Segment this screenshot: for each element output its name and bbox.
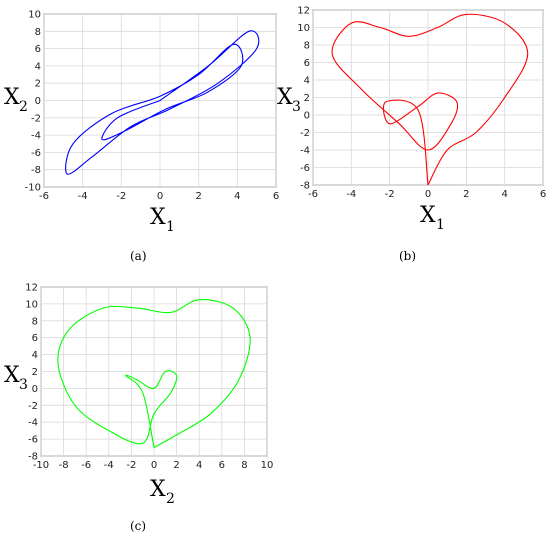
panel-a-ytick-label: -6 bbox=[31, 148, 41, 159]
panel-a-ytick-label: 2 bbox=[35, 79, 41, 90]
panel-c-xtick-label: 2 bbox=[173, 460, 179, 471]
panel-b-xtick-label: -2 bbox=[385, 189, 395, 200]
panel-a-ylabel: X bbox=[4, 85, 20, 110]
panel-b-ytick-label: 6 bbox=[304, 58, 310, 69]
panel-a-xlabel: X bbox=[150, 205, 166, 230]
panel-a-ytick-label: 6 bbox=[35, 44, 41, 55]
panel-c-grid bbox=[40, 286, 268, 457]
panel-c-xtick-label: -6 bbox=[81, 460, 91, 471]
panel-b-ytick-label: 10 bbox=[297, 23, 310, 34]
panel-c-xlabel: X bbox=[150, 477, 166, 502]
panel-c-xtick-label: 4 bbox=[196, 460, 202, 471]
panel-c-trajectory bbox=[57, 299, 251, 449]
panel-a-curves bbox=[65, 30, 260, 175]
panel-c-xtick-label: -10 bbox=[33, 460, 49, 471]
panel-b-xtick-label: -6 bbox=[308, 189, 318, 200]
panel-c-xtick-label: 6 bbox=[219, 460, 225, 471]
panel-c-ytick-label: -4 bbox=[28, 418, 38, 429]
panel-c-xlabel-sub: 2 bbox=[166, 491, 175, 507]
panel-a-xtick-label: -2 bbox=[116, 191, 126, 202]
panel-c-ytick-label: -6 bbox=[28, 435, 38, 446]
panel-b-ylabel-sub: 3 bbox=[292, 99, 301, 115]
panel-b-xtick-label: 4 bbox=[501, 189, 507, 200]
panel-c-ylabel-sub: 3 bbox=[19, 377, 28, 393]
panel-a-xtick-label: -6 bbox=[39, 191, 49, 202]
panel-b-ytick-label: -4 bbox=[300, 146, 310, 157]
panel-a-caption: (a) bbox=[130, 249, 147, 263]
panel-c-ytick-label: 12 bbox=[25, 283, 38, 294]
panel-c-xtick-label: 0 bbox=[151, 460, 157, 471]
panel-a-ytick-label: 10 bbox=[28, 10, 41, 21]
panel-a-ytick-label: -4 bbox=[31, 131, 41, 142]
panel-a-xtick-label: 6 bbox=[273, 191, 279, 202]
panel-b-ytick-label: -8 bbox=[300, 181, 310, 192]
panel-b-curves bbox=[331, 13, 529, 186]
panel-a-ytick-label: 0 bbox=[35, 96, 41, 107]
panel-a-ytick-label: 4 bbox=[35, 61, 41, 72]
panel-a-ytick-label: -10 bbox=[25, 183, 41, 194]
panel-c-ytick-label: 10 bbox=[25, 299, 38, 310]
panel-b-xtick-label: -4 bbox=[346, 189, 356, 200]
panel-c-curves bbox=[57, 299, 251, 449]
panel-a-grid bbox=[43, 13, 277, 188]
panel-a-xlabel-sub: 1 bbox=[166, 219, 175, 235]
panel-c-ytick-label: 0 bbox=[32, 384, 38, 395]
panel-b-xtick-label: 0 bbox=[425, 189, 431, 200]
panel-a-ylabel-sub: 2 bbox=[19, 99, 28, 115]
panel-a-ticks: -6 -4 -2 0 2 4 6 -10 -8 -6 -4 -2 0 2 4 6 8 10 bbox=[25, 10, 280, 203]
panel-b-ytick-label: 12 bbox=[297, 6, 310, 17]
panel-b-ytick-label: 4 bbox=[304, 76, 310, 87]
panel-b-caption: (b) bbox=[399, 249, 417, 263]
panel-a-xtick-label: 0 bbox=[157, 191, 163, 202]
panel-b-ytick-label: -6 bbox=[300, 163, 310, 174]
panel-c-ytick-label: -2 bbox=[28, 401, 38, 412]
panel-a-ytick-label: -8 bbox=[31, 165, 41, 176]
panel-c-ytick-label: 8 bbox=[32, 316, 38, 327]
panel-b-ytick-label: 2 bbox=[304, 93, 310, 104]
panel-a-xtick-label: -4 bbox=[78, 191, 88, 202]
panel-b-xtick-label: 2 bbox=[463, 189, 469, 200]
panel-a-trajectory bbox=[65, 30, 260, 175]
panel-c-xtick-label: 10 bbox=[261, 460, 274, 471]
panel-a-ytick-label: -2 bbox=[31, 113, 41, 124]
panel-b-xlabel-sub: 1 bbox=[436, 217, 445, 233]
panel-a-xtick-label: 4 bbox=[234, 191, 240, 202]
panel-c-ytick-label: 2 bbox=[32, 367, 38, 378]
panel-b-trajectory bbox=[331, 13, 529, 186]
panel-a-ytick-label: 8 bbox=[35, 27, 41, 38]
panel-c-ytick-label: 4 bbox=[32, 350, 38, 361]
panel-c-ytick-label: 6 bbox=[32, 333, 38, 344]
panel-c-xtick-label: -2 bbox=[126, 460, 136, 471]
panel-c-xtick-label: -4 bbox=[104, 460, 114, 471]
panel-b-xlabel: X bbox=[420, 203, 436, 228]
panel-c-xtick-label: 8 bbox=[241, 460, 247, 471]
panel-b-ytick-label: 0 bbox=[304, 111, 310, 122]
panel-b-ylabel: X bbox=[277, 85, 293, 110]
panel-c-caption: (c) bbox=[130, 519, 147, 533]
panel-c-ytick-label: -8 bbox=[28, 452, 38, 463]
panel-b-ytick-label: -2 bbox=[300, 128, 310, 139]
panel-a-xtick-label: 2 bbox=[195, 191, 201, 202]
panel-b-ytick-label: 8 bbox=[304, 41, 310, 52]
panel-b-xtick-label: 6 bbox=[540, 189, 546, 200]
panel-c-ylabel: X bbox=[4, 363, 20, 388]
panel-c-xtick-label: -8 bbox=[59, 460, 69, 471]
